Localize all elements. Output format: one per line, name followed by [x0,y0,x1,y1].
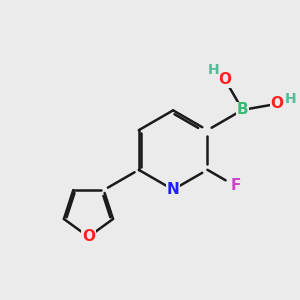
Text: F: F [230,178,241,194]
Text: N: N [167,182,179,197]
Text: H: H [208,63,220,77]
Text: O: O [271,96,284,111]
Text: H: H [285,92,297,106]
Text: B: B [237,102,248,117]
Text: O: O [218,72,231,87]
Text: O: O [82,229,95,244]
